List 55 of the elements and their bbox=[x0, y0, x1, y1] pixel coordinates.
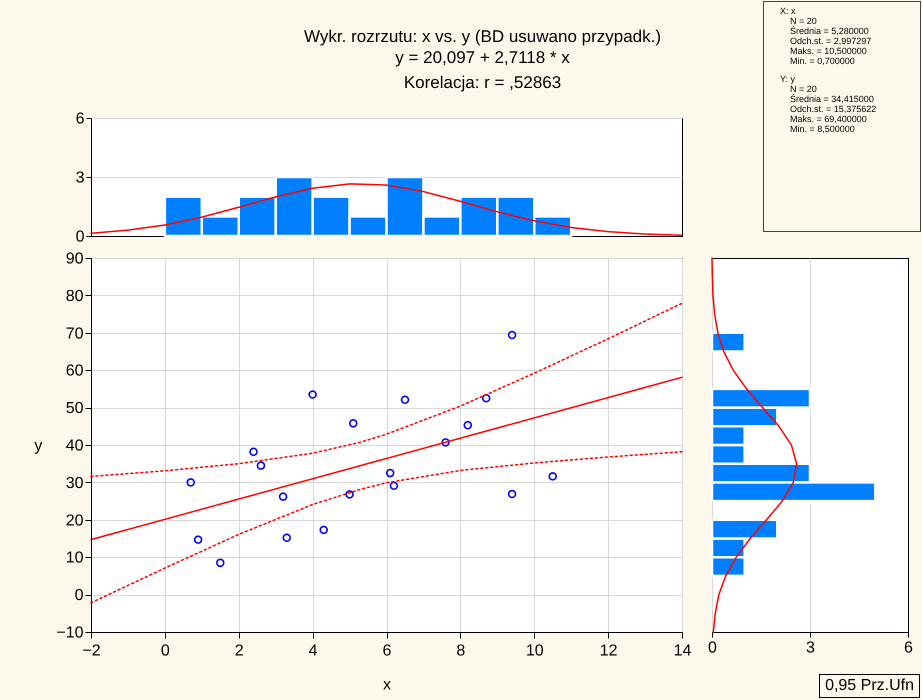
chart-subtitle: y = 20,097 + 2,7118 * x Korelacja: r = ,52863 bbox=[395, 48, 570, 92]
y-tick-label: 3 bbox=[76, 170, 85, 186]
point bbox=[482, 394, 490, 403]
chart-title: Wykr. rozrzutu: x vs. y (BD usuwano przypadk.) bbox=[304, 27, 661, 46]
y-tick-label: 20 bbox=[66, 512, 84, 530]
y-tick-label: 90 bbox=[66, 250, 84, 268]
point bbox=[441, 438, 450, 447]
y-axis-title: y bbox=[34, 438, 42, 454]
text: 0,95 Prz.Ufn bbox=[819, 674, 920, 698]
y-tick-label: 0 bbox=[74, 587, 84, 604]
point bbox=[249, 447, 258, 456]
point bbox=[256, 461, 266, 470]
text: Y: y N = 20 Średnia = 34,415000 Odch.st. = 15,375622 Maks. = 69,400000 Min. = 8,500000 bbox=[780, 74, 876, 134]
x-tick-label: 4 bbox=[308, 642, 318, 660]
point bbox=[508, 490, 516, 498]
x-tick-label: 6 bbox=[904, 640, 914, 656]
point bbox=[386, 468, 394, 478]
x-tick-label: 8 bbox=[456, 642, 466, 660]
y-tick-label: 6 bbox=[76, 110, 85, 128]
x-axis-title: x bbox=[383, 676, 391, 694]
line-series bbox=[90, 302, 683, 478]
x-tick-label: 6 bbox=[382, 642, 392, 660]
x-tick-label: 12 bbox=[600, 642, 618, 660]
line-series bbox=[90, 450, 683, 604]
point bbox=[278, 492, 288, 501]
point bbox=[345, 490, 354, 499]
y-tick-label: −10 bbox=[56, 624, 84, 642]
x-tick-label: 0 bbox=[160, 642, 170, 660]
point bbox=[216, 558, 225, 568]
y-tick-label: 0 bbox=[76, 228, 85, 246]
y-tick-label: 40 bbox=[66, 438, 84, 454]
x-tick-label: 10 bbox=[526, 642, 544, 660]
y-tick-label: 70 bbox=[66, 325, 84, 342]
y-tick-label: 80 bbox=[66, 288, 84, 305]
point bbox=[282, 533, 292, 542]
point bbox=[390, 482, 398, 490]
text: X: x N = 20 Średnia = 5,280000 Odch.st. = 2,997297 Maks. = 10,500000 Min. = 0,700000 bbox=[780, 6, 872, 66]
y-tick-label: 30 bbox=[66, 474, 84, 492]
y-tick-label: 10 bbox=[66, 550, 84, 567]
point bbox=[319, 526, 328, 534]
point bbox=[194, 535, 202, 544]
x-tick-label: 2 bbox=[234, 642, 244, 660]
point bbox=[400, 395, 410, 404]
point bbox=[308, 390, 317, 399]
x-tick-label: 0 bbox=[708, 640, 718, 656]
point bbox=[348, 419, 358, 428]
y-tick-label: 50 bbox=[66, 400, 84, 418]
x-tick-label: 14 bbox=[674, 642, 692, 660]
point bbox=[508, 330, 516, 340]
x-tick-label: 3 bbox=[806, 640, 816, 656]
point bbox=[464, 420, 472, 430]
x-tick-label: −2 bbox=[82, 642, 101, 660]
point bbox=[548, 472, 557, 481]
point bbox=[186, 478, 195, 487]
y-tick-label: 60 bbox=[66, 362, 84, 380]
